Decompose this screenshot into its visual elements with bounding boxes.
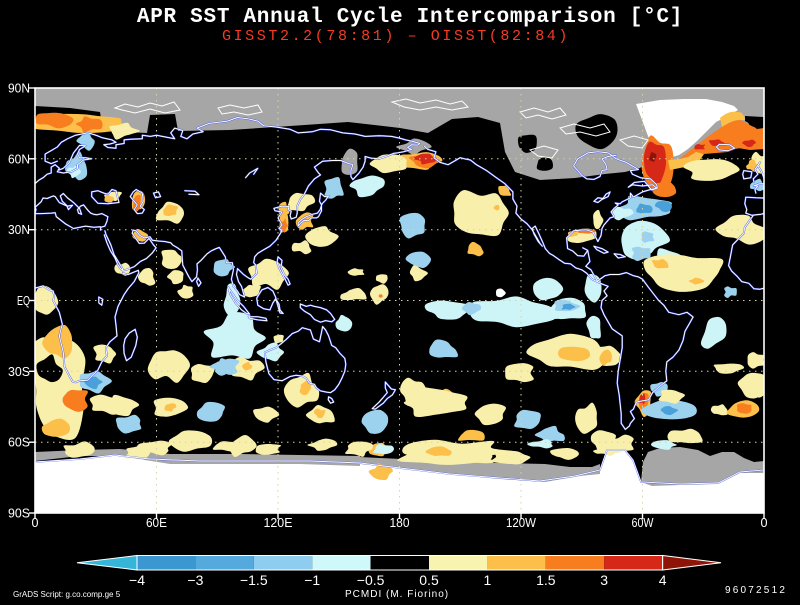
svg-text:1.5: 1.5 xyxy=(536,572,556,588)
svg-text:90N: 90N xyxy=(8,81,30,96)
svg-text:1: 1 xyxy=(484,572,492,588)
svg-text:−1.5: −1.5 xyxy=(240,572,268,588)
svg-text:120W: 120W xyxy=(506,515,537,530)
svg-text:3: 3 xyxy=(600,572,608,588)
svg-text:4: 4 xyxy=(659,572,667,588)
svg-text:30S: 30S xyxy=(8,364,30,379)
svg-text:60W: 60W xyxy=(632,515,655,530)
svg-text:GrADS Script: g.co.comp.ge 5: GrADS Script: g.co.comp.ge 5 xyxy=(13,590,121,599)
svg-text:60S: 60S xyxy=(8,435,30,450)
svg-text:PCMDI (M. Fiorino): PCMDI (M. Fiorino) xyxy=(345,589,449,600)
svg-text:0: 0 xyxy=(761,515,768,530)
svg-text:90S: 90S xyxy=(8,506,30,521)
svg-text:60E: 60E xyxy=(146,515,167,530)
svg-text:0: 0 xyxy=(32,515,39,530)
svg-text:30N: 30N xyxy=(8,222,30,237)
svg-text:−1: −1 xyxy=(304,572,320,588)
svg-text:GISST2.2(78:81) – OISST(82:84): GISST2.2(78:81) – OISST(82:84) xyxy=(222,28,570,45)
svg-text:APR SST Annual Cycle Intercomp: APR SST Annual Cycle Intercomparison [°C… xyxy=(137,6,683,29)
svg-text:−3: −3 xyxy=(187,572,203,588)
svg-text:96072512: 96072512 xyxy=(725,585,787,596)
svg-text:60N: 60N xyxy=(8,151,30,166)
svg-text:−4: −4 xyxy=(129,572,145,588)
svg-text:EQ: EQ xyxy=(17,293,30,308)
svg-text:180: 180 xyxy=(390,515,410,530)
svg-text:−0.5: −0.5 xyxy=(357,572,385,588)
svg-text:0.5: 0.5 xyxy=(419,572,439,588)
svg-text:120E: 120E xyxy=(264,515,293,530)
